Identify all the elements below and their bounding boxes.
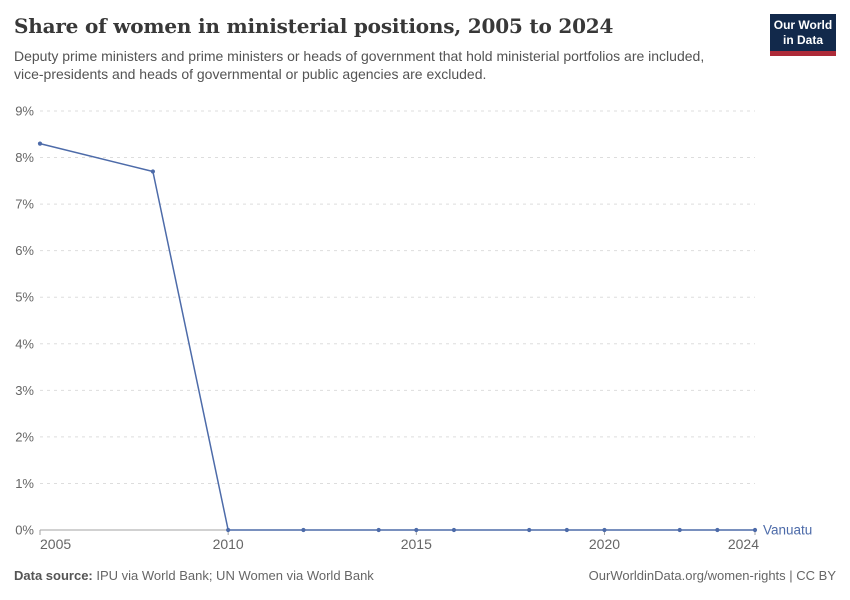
data-point-vanuatu-2020[interactable] bbox=[602, 527, 607, 533]
x-tick-label-2015: 2015 bbox=[401, 536, 432, 552]
data-point-vanuatu-2010[interactable] bbox=[226, 527, 231, 533]
data-point-vanuatu-2015[interactable] bbox=[414, 527, 419, 533]
data-point-vanuatu-2014[interactable] bbox=[376, 527, 381, 533]
x-tick-label-2005: 2005 bbox=[40, 536, 71, 552]
header-text: Share of women in ministerial positions,… bbox=[14, 14, 714, 84]
data-point-vanuatu-2019[interactable] bbox=[564, 527, 569, 533]
owid-logo[interactable]: Our World in Data bbox=[770, 14, 836, 56]
x-tick-label-2024: 2024 bbox=[728, 536, 759, 552]
y-tick-label-7: 7% bbox=[15, 197, 34, 212]
data-point-vanuatu-2022[interactable] bbox=[677, 527, 682, 533]
series-line-vanuatu[interactable] bbox=[39, 142, 755, 531]
y-tick-label-0: 0% bbox=[15, 523, 34, 538]
entity-label-vanuatu[interactable]: Vanuatu bbox=[763, 523, 812, 538]
data-point-vanuatu-2005[interactable] bbox=[37, 141, 43, 146]
x-tick-label-2010: 2010 bbox=[213, 536, 244, 552]
data-point-vanuatu-2008[interactable] bbox=[150, 169, 155, 174]
owid-logo-line1: Our World bbox=[773, 17, 833, 32]
y-tick-label-3: 3% bbox=[15, 383, 34, 398]
data-point-vanuatu-2016[interactable] bbox=[451, 527, 457, 533]
chart-title: Share of women in ministerial positions,… bbox=[14, 14, 614, 38]
y-tick-label-1: 1% bbox=[15, 476, 34, 491]
data-source-label: Data source: bbox=[14, 568, 93, 583]
data-source-text: IPU via World Bank; UN Women via World B… bbox=[92, 568, 374, 583]
y-tick-label-2: 2% bbox=[15, 429, 34, 444]
y-tick-label-6: 6% bbox=[15, 243, 34, 258]
chart-header: Share of women in ministerial positions,… bbox=[0, 0, 850, 84]
data-point-vanuatu-2018[interactable] bbox=[527, 527, 532, 533]
y-tick-label-8: 8% bbox=[15, 150, 34, 165]
x-tick-label-2020: 2020 bbox=[589, 536, 620, 552]
data-source-note: Data source: IPU via World Bank; UN Wome… bbox=[14, 568, 374, 583]
y-tick-label-9: 9% bbox=[15, 104, 34, 119]
data-point-vanuatu-2024[interactable] bbox=[752, 527, 758, 533]
chart-subtitle: Deputy prime ministers and prime ministe… bbox=[14, 48, 705, 83]
y-tick-label-4: 4% bbox=[15, 336, 34, 351]
owid-logo-line2: in Data bbox=[782, 32, 823, 47]
attribution-link[interactable]: OurWorldinData.org/women-rights | CC BY bbox=[588, 568, 836, 583]
data-point-vanuatu-2012[interactable] bbox=[301, 527, 306, 533]
data-point-vanuatu-2023[interactable] bbox=[715, 527, 720, 533]
chart-footer: Data source: IPU via World Bank; UN Wome… bbox=[14, 568, 836, 583]
y-tick-label-5: 5% bbox=[15, 290, 34, 305]
